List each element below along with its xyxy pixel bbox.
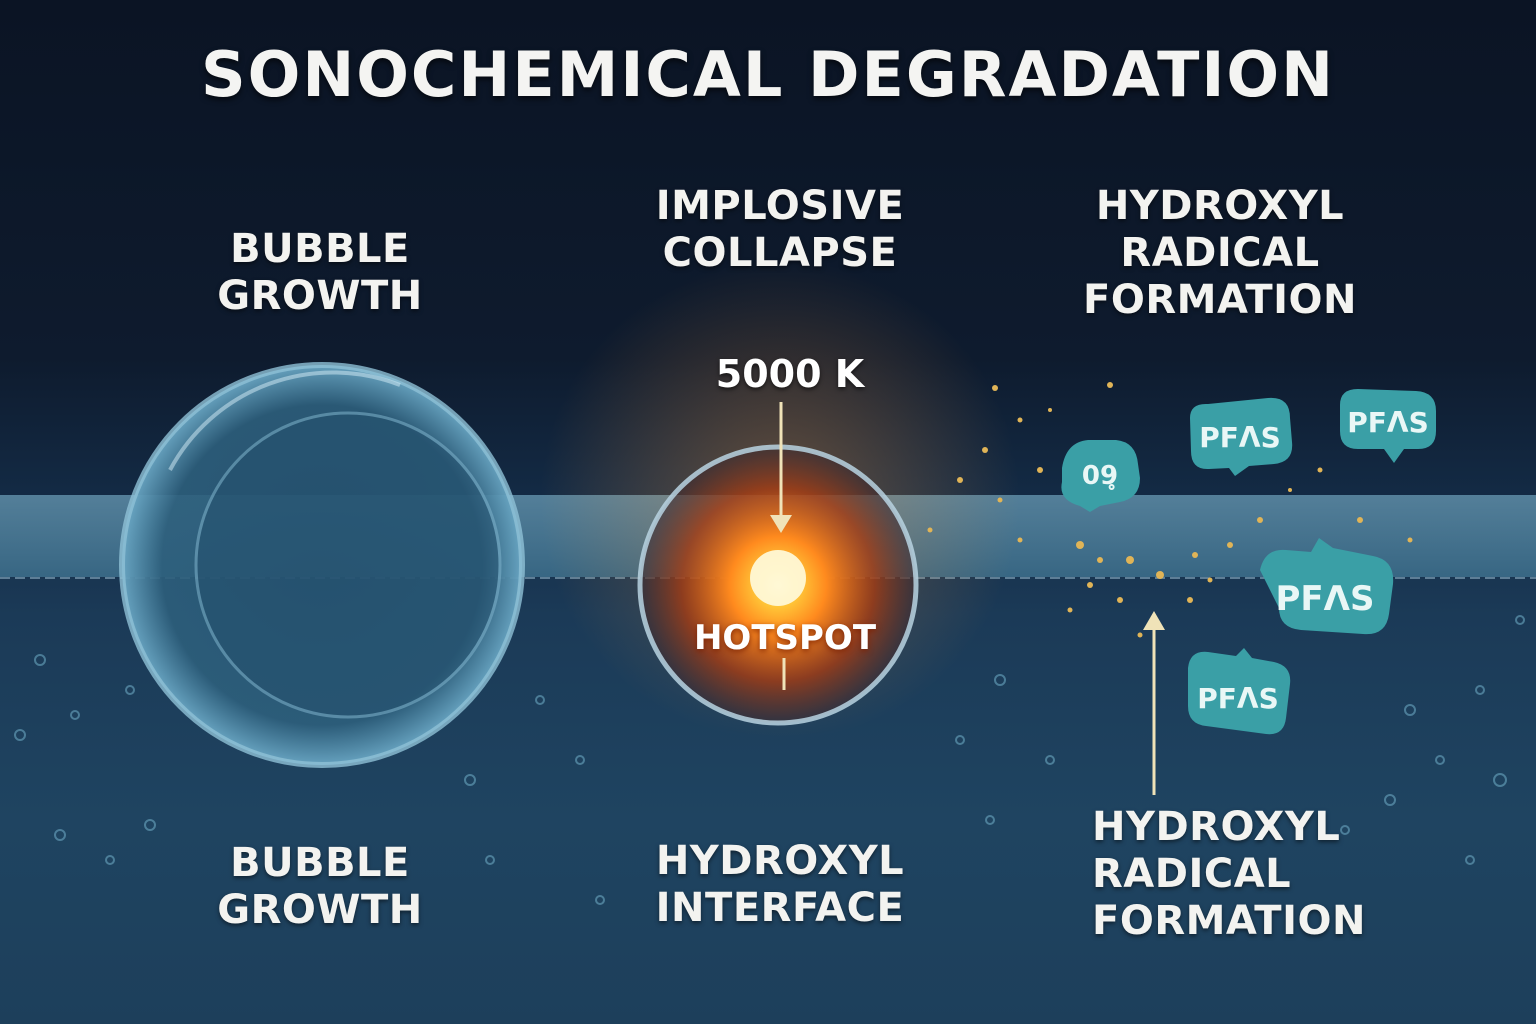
temperature-arrow <box>770 402 792 533</box>
svg-text:PFΛS: PFΛS <box>1197 682 1278 715</box>
fragment-molecule: 09̥ <box>1061 440 1140 512</box>
label-line: GROWTH <box>217 887 423 933</box>
label-hydroxyl-interface: HYDROXYL INTERFACE <box>630 838 930 932</box>
water-bubbles <box>14 615 1525 905</box>
label-line: GROWTH <box>217 273 423 319</box>
pfas-molecule: PFΛS <box>1340 389 1436 463</box>
label-bubble-growth-bottom: BUBBLE GROWTH <box>200 840 440 934</box>
label-line: INTERFACE <box>655 885 905 931</box>
label-hydroxyl-radical-bottom: HYDROXYL RADICAL FORMATION <box>1092 804 1392 945</box>
label-line: BUBBLE <box>230 840 410 886</box>
label-line: IMPLOSIVE <box>655 183 905 229</box>
label-line: HYDROXYL <box>1092 804 1341 850</box>
svg-text:PFΛS: PFΛS <box>1276 579 1375 619</box>
label-hydroxyl-radical-top: HYDROXYL RADICAL FORMATION <box>1060 183 1380 324</box>
label-line: FORMATION <box>1092 898 1366 944</box>
radical-arrow <box>1143 611 1165 795</box>
label-line: FORMATION <box>1083 277 1357 323</box>
pfas-molecule: PFΛS <box>1190 397 1293 476</box>
collapsing-bubble <box>637 444 919 726</box>
label-line: BUBBLE <box>230 226 410 272</box>
temperature-label: 5000 K <box>715 352 865 396</box>
label-line: RADICAL <box>1120 230 1320 276</box>
svg-text:PFΛS: PFΛS <box>1347 406 1428 439</box>
label-line: HYDROXYL <box>1095 183 1345 229</box>
svg-text:09̥: 09̥ <box>1082 461 1118 491</box>
radical-particles <box>927 382 1413 638</box>
hotspot-label: HOTSPOT <box>693 618 877 658</box>
pfas-molecule: PFΛS <box>1260 538 1394 635</box>
label-implosive-collapse: IMPLOSIVE COLLAPSE <box>630 183 930 277</box>
label-line: COLLAPSE <box>662 230 898 276</box>
large-bubble <box>119 362 525 768</box>
svg-text:PFΛS: PFΛS <box>1199 421 1280 454</box>
label-bubble-growth-top: BUBBLE GROWTH <box>200 226 440 320</box>
pfas-molecule: PFΛS <box>1188 648 1291 735</box>
page-title: SONOCHEMICAL DEGRADATION <box>200 38 1336 111</box>
label-line: HYDROXYL <box>655 838 905 884</box>
label-line: RADICAL <box>1092 851 1292 897</box>
